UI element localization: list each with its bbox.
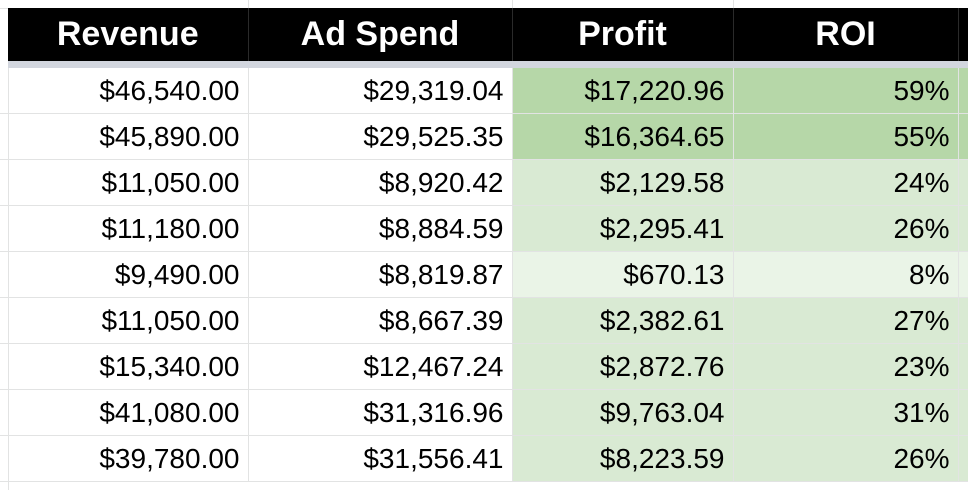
profit-cell[interactable]: $17,220.96 <box>512 64 734 114</box>
profit-cell[interactable]: $2,295.41 <box>512 205 734 252</box>
ad-spend-cell[interactable]: $8,667.39 <box>248 297 513 344</box>
revenue-cell[interactable]: $45,890.00 <box>8 113 249 160</box>
profit-cell[interactable]: $8,223.59 <box>512 435 734 482</box>
row-divider <box>0 434 8 436</box>
table-row: $15,340.00 $12,467.24 $2,872.76 23% <box>8 343 968 390</box>
header-empty-cell[interactable] <box>958 8 968 68</box>
ad-spend-cell[interactable]: $8,884.59 <box>248 205 513 252</box>
row-divider <box>0 388 8 390</box>
table-row: $11,180.00 $8,884.59 $2,295.41 26% <box>8 205 968 252</box>
row-divider <box>0 158 8 160</box>
header-revenue[interactable]: Revenue <box>8 8 249 68</box>
revenue-cell[interactable]: $39,780.00 <box>8 435 249 482</box>
empty-cell[interactable] <box>958 297 968 344</box>
table-row: $41,080.00 $31,316.96 $9,763.04 31% <box>8 389 968 436</box>
profit-cell[interactable]: $2,382.61 <box>512 297 734 344</box>
empty-cell[interactable] <box>958 113 968 160</box>
column-divider <box>512 0 513 8</box>
ad-spend-cell[interactable]: $29,319.04 <box>248 64 513 114</box>
header-roi[interactable]: ROI <box>733 8 959 68</box>
roi-cell[interactable]: 24% <box>733 159 959 206</box>
roi-cell[interactable]: 27% <box>733 297 959 344</box>
table-body: $46,540.00 $29,319.04 $17,220.96 59% $45… <box>8 64 968 482</box>
header-row: Revenue Ad Spend Profit ROI <box>8 8 968 68</box>
table-row: $39,780.00 $31,556.41 $8,223.59 26% <box>8 435 968 482</box>
header-profit[interactable]: Profit <box>512 8 734 68</box>
profit-cell[interactable]: $670.13 <box>512 251 734 298</box>
revenue-cell[interactable]: $15,340.00 <box>8 343 249 390</box>
row-divider <box>0 250 8 252</box>
revenue-cell[interactable]: $46,540.00 <box>8 64 249 114</box>
roi-cell[interactable]: 8% <box>733 251 959 298</box>
revenue-cell[interactable]: $11,050.00 <box>8 159 249 206</box>
profit-cell[interactable]: $2,129.58 <box>512 159 734 206</box>
profit-cell[interactable]: $16,364.65 <box>512 113 734 160</box>
row-divider <box>0 204 8 206</box>
revenue-cell[interactable]: $9,490.00 <box>8 251 249 298</box>
roi-cell[interactable]: 26% <box>733 205 959 252</box>
row-divider <box>0 480 8 482</box>
ad-spend-cell[interactable]: $31,316.96 <box>248 389 513 436</box>
empty-cell[interactable] <box>958 389 968 436</box>
ad-spend-cell[interactable]: $29,525.35 <box>248 113 513 160</box>
spreadsheet-grid: Revenue Ad Spend Profit ROI $46,540.00 $… <box>8 8 968 482</box>
ad-spend-cell[interactable]: $8,920.42 <box>248 159 513 206</box>
column-divider <box>733 0 734 8</box>
profit-cell[interactable]: $2,872.76 <box>512 343 734 390</box>
empty-cell[interactable] <box>958 205 968 252</box>
roi-cell[interactable]: 31% <box>733 389 959 436</box>
empty-cell[interactable] <box>958 159 968 206</box>
empty-cell[interactable] <box>958 64 968 114</box>
row-divider <box>0 342 8 344</box>
revenue-cell[interactable]: $11,180.00 <box>8 205 249 252</box>
revenue-cell[interactable]: $41,080.00 <box>8 389 249 436</box>
ad-spend-cell[interactable]: $12,467.24 <box>248 343 513 390</box>
roi-cell[interactable]: 26% <box>733 435 959 482</box>
empty-cell[interactable] <box>958 343 968 390</box>
empty-cell[interactable] <box>958 251 968 298</box>
table-row: $11,050.00 $8,920.42 $2,129.58 24% <box>8 159 968 206</box>
roi-cell[interactable]: 59% <box>733 64 959 114</box>
revenue-cell[interactable]: $11,050.00 <box>8 297 249 344</box>
table-row: $11,050.00 $8,667.39 $2,382.61 27% <box>8 297 968 344</box>
header-ad-spend[interactable]: Ad Spend <box>248 8 513 68</box>
row-divider <box>0 112 8 114</box>
row-divider <box>0 296 8 298</box>
table-row: $9,490.00 $8,819.87 $670.13 8% <box>8 251 968 298</box>
ad-spend-cell[interactable]: $31,556.41 <box>248 435 513 482</box>
ad-spend-cell[interactable]: $8,819.87 <box>248 251 513 298</box>
roi-cell[interactable]: 55% <box>733 113 959 160</box>
empty-cell[interactable] <box>958 435 968 482</box>
table-row: $45,890.00 $29,525.35 $16,364.65 55% <box>8 113 968 160</box>
roi-cell[interactable]: 23% <box>733 343 959 390</box>
table-row: $46,540.00 $29,319.04 $17,220.96 59% <box>8 64 968 114</box>
profit-cell[interactable]: $9,763.04 <box>512 389 734 436</box>
column-divider <box>248 0 249 8</box>
